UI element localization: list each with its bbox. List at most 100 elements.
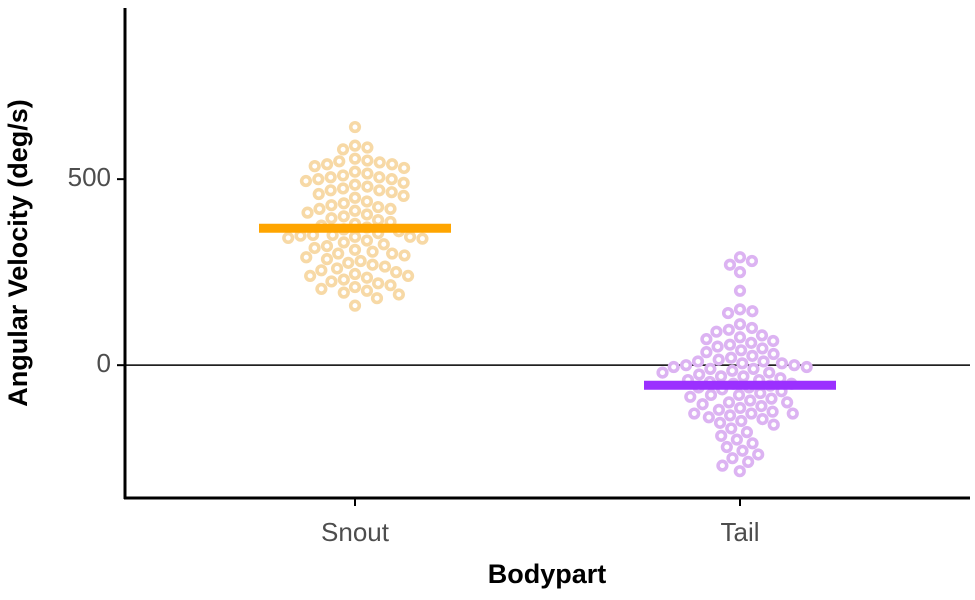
point [301, 206, 314, 219]
point [366, 245, 379, 258]
point [386, 247, 399, 260]
point [745, 254, 759, 268]
point [361, 141, 374, 154]
point [712, 353, 725, 366]
point [320, 158, 334, 171]
point [733, 284, 747, 297]
point [332, 247, 345, 260]
point [702, 411, 715, 424]
point [734, 401, 747, 415]
point [360, 271, 374, 284]
point [390, 266, 403, 279]
point [337, 210, 350, 223]
point [726, 364, 739, 377]
point [693, 368, 706, 381]
point [733, 303, 747, 316]
point [742, 455, 755, 469]
point [337, 286, 350, 299]
point [304, 269, 317, 282]
point [730, 433, 743, 446]
point [354, 254, 367, 268]
point [333, 155, 346, 168]
point [721, 306, 735, 320]
point [720, 440, 733, 454]
point [397, 189, 410, 202]
point [348, 204, 362, 217]
point [688, 407, 701, 420]
point [372, 213, 385, 227]
point [337, 273, 350, 286]
y-tick-label: 500 [68, 162, 111, 192]
point [745, 336, 758, 349]
point [330, 262, 344, 275]
point [724, 351, 738, 364]
point [736, 444, 749, 457]
point [360, 284, 374, 297]
point [308, 241, 321, 255]
point [756, 342, 769, 355]
point [324, 171, 337, 184]
point [366, 258, 379, 271]
point [745, 407, 758, 420]
point [788, 359, 801, 372]
point [752, 448, 765, 461]
point [312, 187, 325, 201]
point [765, 392, 778, 405]
point [775, 357, 789, 370]
y-tick-label: 0 [97, 348, 111, 378]
point [397, 161, 411, 175]
point [373, 184, 386, 197]
point [656, 366, 669, 379]
point [360, 195, 374, 208]
point [722, 396, 736, 409]
point [378, 260, 392, 273]
point [373, 156, 386, 169]
point [348, 191, 362, 204]
point [746, 349, 759, 362]
point [300, 251, 313, 264]
point [348, 280, 362, 294]
point [386, 158, 399, 171]
point [723, 258, 737, 271]
point [766, 405, 779, 418]
point [744, 394, 757, 407]
point [348, 139, 362, 152]
point [800, 360, 813, 374]
point [360, 234, 374, 247]
point [372, 200, 385, 214]
point [733, 251, 747, 264]
point [723, 409, 737, 422]
point [320, 253, 334, 266]
point [377, 238, 390, 251]
point [712, 403, 725, 416]
point [710, 325, 723, 338]
x-axis-title: Bodypart [488, 559, 607, 589]
point [312, 173, 325, 186]
point [360, 208, 374, 221]
point [398, 249, 411, 262]
point [667, 360, 680, 374]
x-tick-label: Tail [720, 517, 759, 547]
point [745, 321, 759, 335]
point [713, 416, 727, 429]
point [299, 174, 313, 188]
point [348, 243, 362, 256]
point [397, 176, 410, 189]
point [348, 178, 362, 191]
point [714, 370, 728, 383]
point [735, 414, 748, 428]
point [342, 256, 355, 269]
point [684, 390, 697, 403]
point [384, 202, 397, 216]
point [348, 120, 362, 134]
point [385, 186, 398, 199]
point [733, 266, 747, 279]
point [711, 340, 724, 353]
point [325, 212, 338, 225]
point [767, 418, 780, 431]
point [704, 388, 718, 402]
point [336, 169, 350, 182]
point [704, 362, 717, 375]
point [385, 173, 398, 186]
point [416, 232, 429, 245]
